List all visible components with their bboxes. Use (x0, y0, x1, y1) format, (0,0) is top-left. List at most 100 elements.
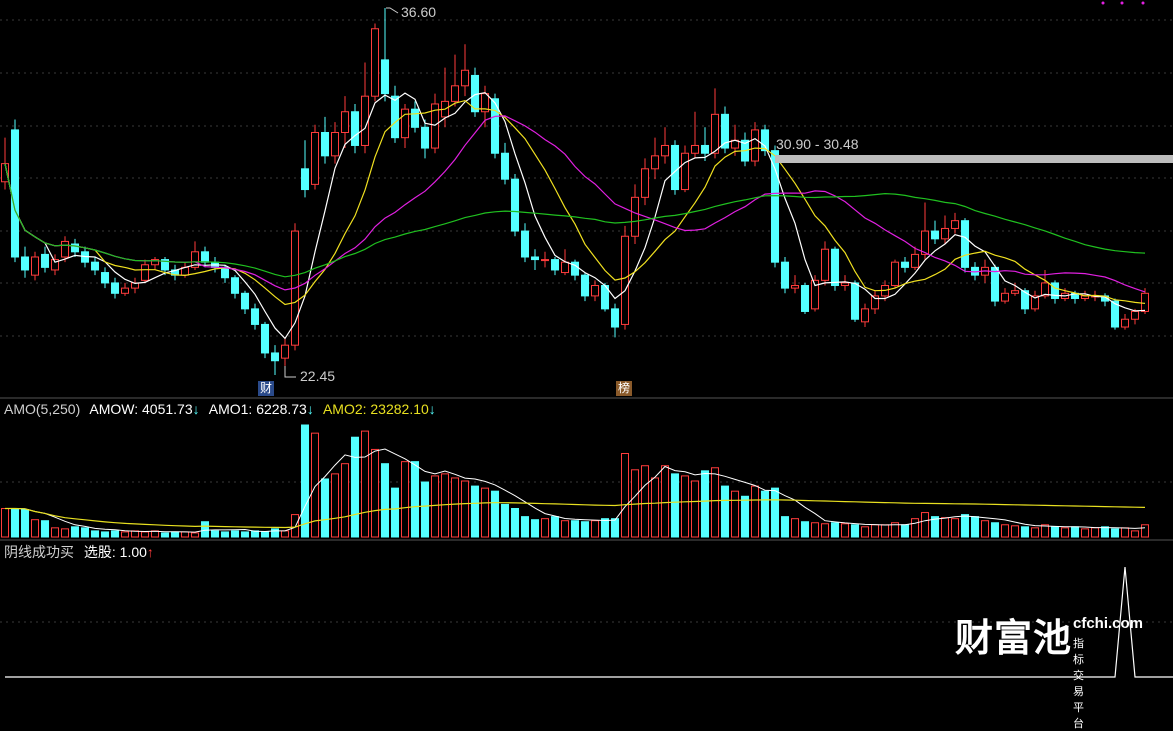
candle (311, 124, 319, 190)
candle-body (1021, 290, 1029, 310)
amo-bar (551, 516, 559, 538)
amo-bar (771, 487, 779, 538)
amo-bar (231, 530, 239, 538)
amo-bar (1131, 530, 1139, 538)
candle-body (451, 85, 459, 102)
amo-bar (851, 524, 859, 538)
amo-bar (421, 481, 429, 538)
corner-dot (1101, 1, 1105, 5)
candle-body (431, 103, 439, 149)
candle (11, 119, 19, 263)
candle (241, 290, 249, 315)
candle (231, 275, 239, 299)
candle (961, 218, 969, 273)
amo2-line (5, 499, 1146, 529)
price-range-highlight-bar (775, 155, 1173, 163)
marker-bang[interactable]: 榜 (616, 381, 633, 396)
amo-bar (451, 477, 459, 538)
candle-body (821, 248, 829, 281)
amo-bar (691, 480, 699, 538)
candle-body (861, 308, 869, 323)
candle (601, 282, 609, 312)
amo-bar (371, 448, 379, 538)
candle-body (341, 111, 349, 133)
amo-bar (351, 436, 359, 538)
signal-indicator-name[interactable]: 阴线成功买 (4, 544, 74, 560)
candle-body (921, 230, 929, 255)
candle (1051, 280, 1059, 304)
amo-bar (561, 520, 569, 538)
candle-body (1141, 292, 1149, 312)
candle (111, 277, 119, 299)
candle-body (151, 259, 159, 266)
candle (71, 238, 79, 257)
candle-body (71, 243, 79, 253)
candle-body (1111, 300, 1119, 328)
candle-body (11, 129, 19, 258)
candle (721, 106, 729, 154)
amo-bar (161, 532, 169, 538)
stock-chart[interactable] (0, 0, 1173, 679)
amo1-value: AMO1: 6228.73↓ (208, 401, 314, 417)
candle-body (681, 152, 689, 191)
candle-body (91, 261, 99, 271)
candle-body (381, 59, 389, 95)
signal-legend: 阴线成功买 选股: 1.00↑ (4, 542, 160, 562)
amow-value: AMOW: 4051.73↓ (89, 401, 200, 417)
amo-bar (391, 487, 399, 538)
amo-bar (751, 485, 759, 538)
candle (681, 145, 689, 193)
amo-bar (1101, 526, 1109, 538)
candle-body (611, 308, 619, 328)
candle-body (711, 113, 719, 154)
amo-bar (201, 521, 209, 538)
amo-bar (21, 509, 29, 538)
candle-body (551, 259, 559, 271)
amo-bar (921, 512, 929, 538)
candle-body (851, 282, 859, 320)
candle-body (691, 144, 699, 154)
candle (341, 96, 349, 149)
candle-body (331, 131, 339, 157)
candle (911, 246, 919, 270)
amo2-value: AMO2: 23282.10↓ (322, 401, 436, 417)
amo-bar (711, 467, 719, 538)
candle-body (231, 277, 239, 294)
candle (501, 142, 509, 185)
amo-bar (431, 475, 439, 538)
amo-bar (931, 516, 939, 538)
candle (1021, 288, 1029, 315)
candle-body (841, 282, 849, 287)
low-price-label: 22.45 (300, 368, 336, 384)
amo-bar (1091, 527, 1099, 538)
candle-body (641, 168, 649, 198)
amo-bar (41, 520, 49, 538)
amo-bar (1011, 525, 1019, 538)
candle-body (891, 261, 899, 287)
candle (171, 264, 179, 281)
amo-bar (181, 531, 189, 538)
amo-indicator-name[interactable]: AMO(5,250) (4, 401, 81, 417)
amo-bar (101, 531, 109, 538)
candle-body (281, 344, 289, 359)
candle (841, 275, 849, 291)
amo-bar (981, 520, 989, 538)
candle (751, 122, 759, 167)
amo-bar (741, 495, 749, 538)
candle (951, 212, 959, 234)
amo-bar (361, 430, 369, 538)
candle-body (561, 261, 569, 274)
amo-bar (71, 526, 79, 538)
corner-dot (1120, 1, 1124, 5)
amo-bar (491, 490, 499, 538)
amo-bar (651, 477, 659, 538)
candle-body (761, 129, 769, 152)
candle (41, 246, 49, 273)
marker-cai[interactable]: 财 (258, 381, 275, 396)
candle (351, 103, 359, 154)
amo-bar (1031, 527, 1039, 538)
amo-bar (501, 503, 509, 538)
amo-bar (581, 521, 589, 538)
amo-bar (571, 520, 579, 538)
candle-body (31, 256, 39, 276)
